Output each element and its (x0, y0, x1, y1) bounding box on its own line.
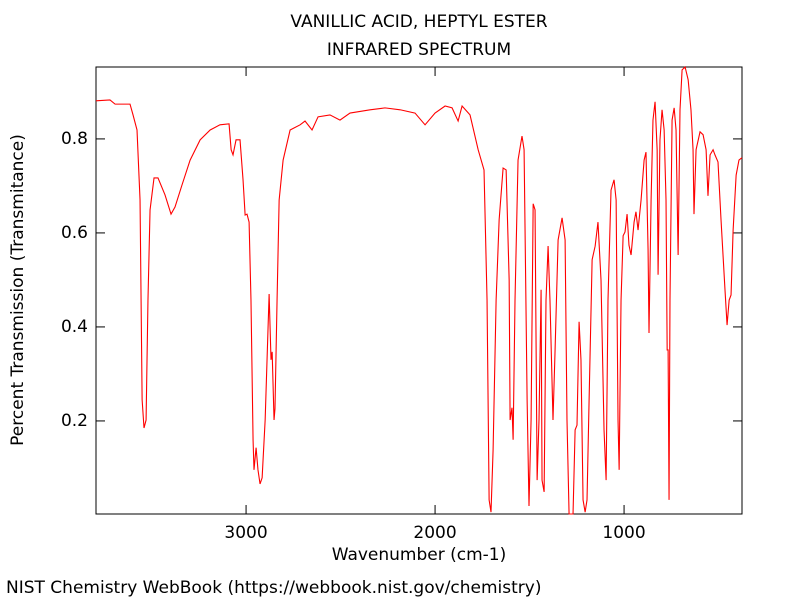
spectrum-line (95, 65, 743, 515)
y-tick-label: 0.2 (61, 411, 88, 431)
y-tick-label: 0.6 (61, 223, 88, 243)
chart-subtitle: INFRARED SPECTRUM (327, 40, 511, 60)
y-tick-label: 0.4 (61, 317, 88, 337)
x-tick-label: 3000 (224, 523, 267, 543)
x-tick-label: 1000 (602, 523, 645, 543)
x-axis-label: Wavenumber (cm-1) (332, 545, 507, 565)
footer: NIST Chemistry WebBook (https://webbook.… (6, 578, 541, 598)
y-axis-label: Percent Transmission (Transmitance) (8, 134, 28, 446)
chart-title: VANILLIC ACID, HEPTYL ESTER (290, 12, 547, 32)
plot-frame (95, 66, 743, 515)
y-tick-label: 0.8 (61, 129, 88, 149)
x-tick-label: 2000 (413, 523, 456, 543)
